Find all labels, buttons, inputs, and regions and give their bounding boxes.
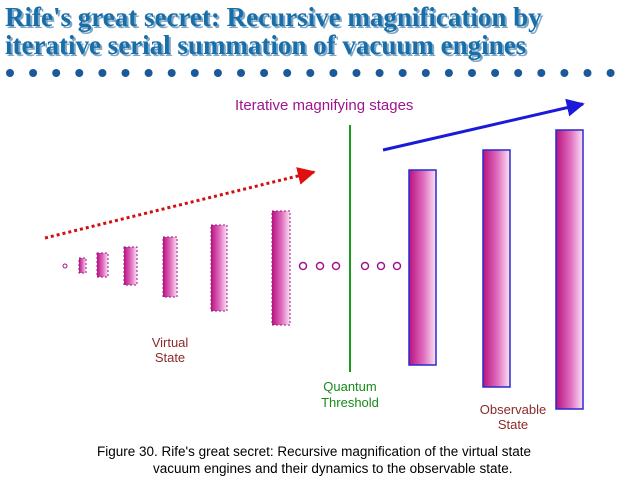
ellipsis-circle xyxy=(376,261,386,271)
dot xyxy=(75,69,84,77)
caption-line: Figure 30. Rife's great secret: Recursiv… xyxy=(97,444,531,459)
dot xyxy=(560,69,569,77)
dot xyxy=(237,69,245,77)
virtual-label: Virtual State xyxy=(152,335,189,365)
stages-label: Iterative magnifying stages xyxy=(235,97,413,114)
title-line: Rife's great secret: Recursive magnifica… xyxy=(5,2,542,32)
dot xyxy=(375,69,384,77)
dot xyxy=(29,69,38,77)
ellipsis-circle xyxy=(315,261,325,271)
observable-bar xyxy=(408,169,437,366)
dot xyxy=(144,69,153,77)
ellipsis-circles xyxy=(298,261,402,271)
caption-line: vacuum engines and their dynamics to the… xyxy=(153,461,512,476)
dot xyxy=(468,69,476,77)
dot xyxy=(6,69,14,77)
title-line: iterative serial summation of vacuum eng… xyxy=(5,30,526,60)
dot xyxy=(306,69,315,77)
dot xyxy=(283,69,292,77)
title-shadow: iterative serial summation of vacuum eng… xyxy=(7,32,528,62)
dot xyxy=(98,69,107,77)
virtual-arrow xyxy=(44,167,316,240)
observable-bar xyxy=(482,149,511,388)
observable-label: Observable State xyxy=(480,402,546,432)
label-line: State xyxy=(155,350,185,365)
virtual-bar xyxy=(78,257,87,274)
observable-bar xyxy=(555,129,584,410)
dot xyxy=(329,69,338,77)
virtual-bar xyxy=(210,224,228,312)
dot xyxy=(213,69,222,77)
label-line: Virtual xyxy=(152,335,189,350)
dot xyxy=(167,69,176,77)
virtual-bar xyxy=(96,252,109,278)
dot xyxy=(52,69,61,77)
observable-arrow xyxy=(382,98,585,152)
title: Rife's great secret: Recursive magnifica… xyxy=(5,2,544,62)
dot xyxy=(260,69,269,77)
dot xyxy=(421,69,430,77)
dot xyxy=(190,69,199,77)
dot xyxy=(121,69,130,77)
dot-row xyxy=(6,69,615,77)
caption: Figure 30. Rife's great secret: Recursiv… xyxy=(97,444,531,476)
ellipsis-circle xyxy=(331,261,341,271)
title-shadow: Rife's great secret: Recursive magnifica… xyxy=(7,4,544,34)
ellipsis-circle xyxy=(392,261,402,271)
label-line: State xyxy=(498,417,528,432)
dot xyxy=(514,69,523,77)
dot xyxy=(444,69,453,77)
dot xyxy=(398,69,407,77)
virtual-dot xyxy=(62,263,68,269)
observable-bars xyxy=(408,129,584,410)
dot xyxy=(606,69,615,77)
label-line: Quantum xyxy=(323,379,376,394)
virtual-bar xyxy=(123,246,138,286)
threshold-label: Quantum Threshold xyxy=(321,379,379,410)
ellipsis-circle xyxy=(360,261,370,271)
label-line: Observable xyxy=(480,402,546,417)
label-line: Threshold xyxy=(321,395,379,410)
virtual-bar xyxy=(271,210,291,326)
ellipsis-circle xyxy=(298,261,308,271)
dot xyxy=(491,69,500,77)
dot xyxy=(583,69,592,77)
virtual-bar xyxy=(162,236,178,298)
dot xyxy=(352,69,361,77)
virtual-bars xyxy=(78,210,291,326)
dot xyxy=(537,69,546,77)
